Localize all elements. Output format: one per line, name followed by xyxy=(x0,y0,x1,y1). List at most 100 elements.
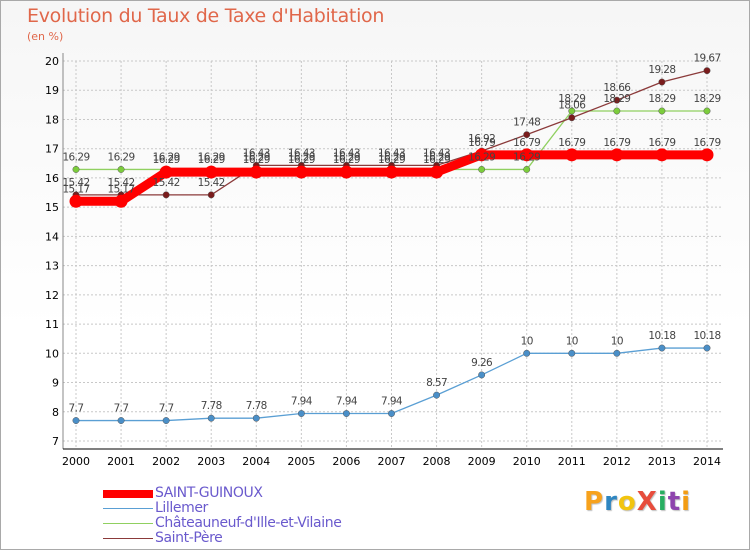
legend-label-saint-guinoux: SAINT-GUINOUX xyxy=(155,485,263,501)
y-tick-label: 15 xyxy=(45,201,59,214)
data-label-2: 16.29 xyxy=(513,151,540,163)
data-label-2: 16.29 xyxy=(62,151,89,163)
logo-letter: o xyxy=(617,487,637,517)
x-tick-label: 2012 xyxy=(603,455,631,468)
data-label-2: 16.29 xyxy=(378,151,405,163)
series-point-1 xyxy=(658,344,666,352)
y-tick-label: 10 xyxy=(45,347,59,360)
data-label-2: 16.29 xyxy=(198,151,225,163)
series-point-1 xyxy=(162,417,170,424)
series-point-1 xyxy=(433,391,441,399)
data-label-1: 7.78 xyxy=(201,400,222,412)
x-tick-label: 2010 xyxy=(513,455,541,468)
x-tick-label: 2006 xyxy=(332,455,360,468)
data-label-1: 8.57 xyxy=(426,377,447,389)
data-label-3: 17.48 xyxy=(513,117,540,129)
series-point-0 xyxy=(565,148,579,162)
y-tick-label: 7 xyxy=(52,435,59,448)
data-labels: 15.17 15.17 16.29 16.29 16.29 16.29 16.29 16.29… xyxy=(62,53,721,415)
series-point-0 xyxy=(159,165,173,179)
series-point-1 xyxy=(478,371,486,379)
y-tick-label: 12 xyxy=(45,289,59,302)
data-label-0: 16.79 xyxy=(558,137,585,149)
series-point-0 xyxy=(475,148,489,162)
series-point-3 xyxy=(523,131,531,139)
data-label-0: 16.29 xyxy=(243,154,270,166)
series-point-2 xyxy=(478,165,486,173)
data-label-0: 16.79 xyxy=(513,137,540,149)
logo-letter: i xyxy=(681,487,692,517)
y-tick-label: 8 xyxy=(52,406,59,419)
series-point-1 xyxy=(72,417,80,424)
data-label-1: 7.94 xyxy=(336,396,358,408)
series-point-1 xyxy=(117,417,125,424)
series-point-1 xyxy=(252,414,260,422)
series-point-3 xyxy=(703,67,711,75)
series-point-1 xyxy=(388,410,395,417)
data-label-3: 16.43 xyxy=(288,147,315,159)
data-label-1: 7.7 xyxy=(69,403,84,415)
series-point-0 xyxy=(700,148,714,162)
x-tick-label: 2007 xyxy=(378,455,406,468)
data-label-3: 15.42 xyxy=(153,177,180,189)
legend-swatch-saint-guinoux xyxy=(103,490,153,498)
series-point-0 xyxy=(430,165,444,179)
data-label-2: 16.29 xyxy=(423,151,450,163)
x-tick-label: 2004 xyxy=(242,455,270,468)
data-label-0: 16.29 xyxy=(333,154,360,166)
legend-swatch-chateauneuf xyxy=(103,523,153,524)
y-tick-label: 14 xyxy=(45,230,59,243)
y-tick-label: 17 xyxy=(45,143,59,156)
series-point-2 xyxy=(658,107,666,115)
data-label-3: 16.43 xyxy=(243,147,270,159)
series-point-2 xyxy=(613,107,621,115)
data-label-2: 18.29 xyxy=(558,93,585,105)
data-label-0: 16.29 xyxy=(378,154,405,166)
data-label-2: 16.29 xyxy=(288,151,315,163)
data-label-2: 16.29 xyxy=(333,151,360,163)
data-label-2: 18.29 xyxy=(603,93,630,105)
y-tick-label: 19 xyxy=(45,84,59,97)
series-point-1 xyxy=(297,410,305,417)
data-label-3: 15.42 xyxy=(108,177,135,189)
logo-letter: t xyxy=(667,487,682,517)
series-point-3 xyxy=(613,96,621,104)
series-point-2 xyxy=(72,165,80,173)
series-point-0 xyxy=(655,148,669,162)
series-point-0 xyxy=(385,165,398,179)
x-tick-label: 2014 xyxy=(693,455,721,468)
series-point-0 xyxy=(520,148,534,162)
data-label-1: 10 xyxy=(521,335,533,347)
data-label-0: 16.79 xyxy=(468,137,495,149)
data-label-3: 16.92 xyxy=(468,133,495,145)
data-label-2: 16.29 xyxy=(468,151,495,163)
logo-letter: P xyxy=(584,487,605,517)
data-label-3: 18.06 xyxy=(558,100,586,112)
data-label-3: 16.43 xyxy=(378,147,405,159)
x-tick-label: 2009 xyxy=(468,455,496,468)
data-label-1: 10.18 xyxy=(648,330,675,342)
series-point-1 xyxy=(613,349,621,357)
data-label-3: 15.42 xyxy=(198,177,225,189)
series-point-1 xyxy=(207,414,215,422)
series-point-3 xyxy=(207,191,215,199)
data-label-0: 16.79 xyxy=(648,137,675,149)
data-label-1: 10.18 xyxy=(693,330,720,342)
series-point-0 xyxy=(610,148,624,162)
data-label-0: 16.79 xyxy=(603,137,630,149)
data-label-2: 16.29 xyxy=(153,151,180,163)
data-label-0: 16.29 xyxy=(423,154,450,166)
data-label-0: 15.17 xyxy=(62,183,89,195)
chart-title: Evolution du Taux de Taxe d'Habitation xyxy=(27,5,385,27)
y-tick-label: 11 xyxy=(45,318,59,331)
legend-swatch-lillemer xyxy=(103,508,153,509)
grid-lines xyxy=(63,60,721,449)
series-point-0 xyxy=(204,165,218,179)
data-label-0: 16.79 xyxy=(693,137,720,149)
data-label-1: 9.26 xyxy=(471,357,493,369)
series-lines xyxy=(69,67,714,424)
data-label-1: 7.7 xyxy=(159,403,174,415)
data-label-1: 10 xyxy=(611,335,623,347)
data-label-1: 7.94 xyxy=(381,396,403,408)
unit-label: (en %) xyxy=(27,30,64,43)
